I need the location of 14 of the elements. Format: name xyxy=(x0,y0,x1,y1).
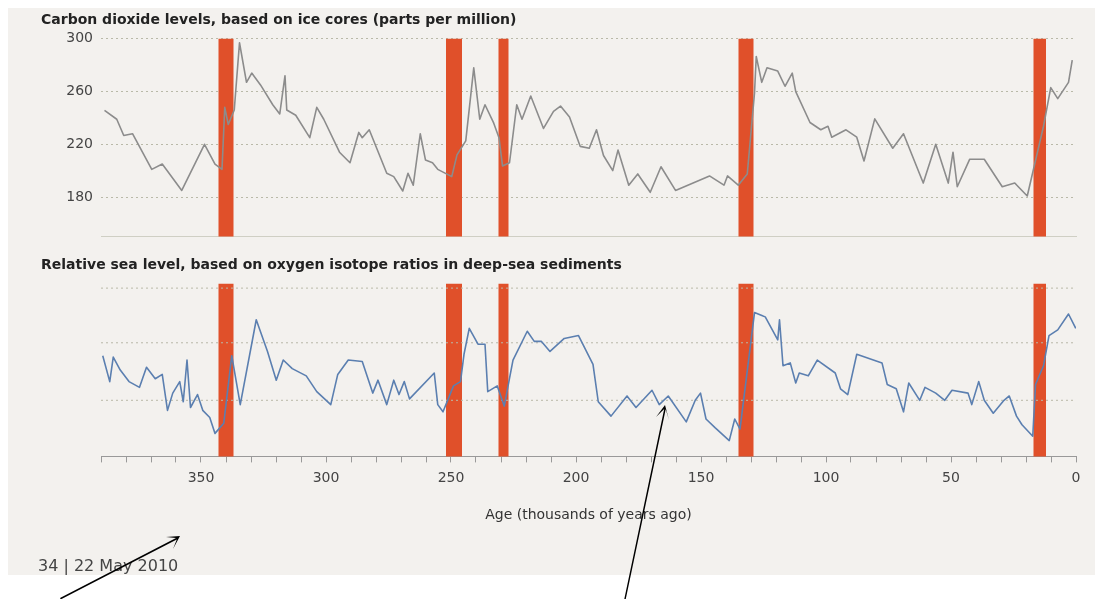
y-tick-label: 300 xyxy=(66,29,93,46)
x-tick-label: 350 xyxy=(187,469,215,486)
x-tick-label: 0 xyxy=(1071,469,1081,486)
chart-title: Relative sea level, based on oxygen isotope ratios in deep-sea sediments xyxy=(41,256,622,273)
x-tick-label: 250 xyxy=(437,469,465,486)
x-tick-label: 100 xyxy=(812,469,840,486)
x-tick-label: 50 xyxy=(942,469,960,486)
x-tick-label: 200 xyxy=(562,469,590,486)
y-tick-label: 260 xyxy=(66,82,93,99)
chart-title: Carbon dioxide levels, based on ice cores (parts per million) xyxy=(41,11,517,28)
x-tick-label: 150 xyxy=(687,469,715,486)
y-tick-label: 220 xyxy=(66,134,93,151)
y-tick-label: 180 xyxy=(66,187,93,204)
x-tick-label: 300 xyxy=(312,469,340,486)
